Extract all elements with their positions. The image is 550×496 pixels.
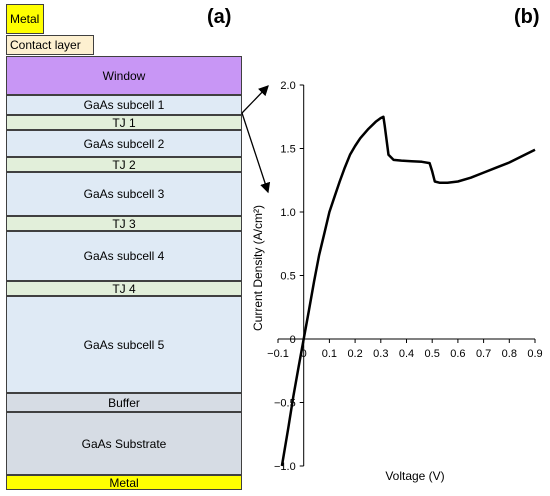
x-axis-label: Voltage (V) — [385, 469, 444, 483]
x-tick-label: 0.5 — [425, 348, 440, 360]
x-tick-label: −0.1 — [267, 348, 289, 360]
y-tick-label: 2.0 — [280, 80, 295, 92]
x-tick-label: 0.1 — [322, 348, 337, 360]
layer-sub4: GaAs subcell 4 — [6, 231, 242, 281]
arrow-down — [241, 112, 271, 194]
layer-tj3: TJ 3 — [6, 216, 242, 231]
layer-substrate: GaAs Substrate — [6, 412, 242, 475]
layer-window: Window — [6, 56, 242, 95]
y-tick-label: −1.0 — [274, 461, 296, 473]
x-tick-label: 0.9 — [527, 348, 542, 360]
x-tick-label: 0.7 — [476, 348, 491, 360]
x-tick-label: 0 — [301, 348, 307, 360]
chart-ticks: −0.1 0 0.1 0.2 0.3 0.4 0.5 0.6 0.7 0.8 0.9−1.0−0.5… — [267, 80, 543, 473]
layer-sub3: GaAs subcell 3 — [6, 172, 242, 216]
layer-contact: Contact layer — [6, 35, 94, 55]
chart-series — [280, 115, 536, 467]
x-tick-label: 0.8 — [502, 348, 517, 360]
panel-a-label: (a) — [207, 6, 232, 28]
chart-axes — [278, 85, 535, 466]
layer-tj4: TJ 4 — [6, 281, 242, 296]
y-tick-label: 1.0 — [280, 207, 295, 219]
x-tick-label: 0.4 — [399, 348, 414, 360]
y-tick-label: −0.5 — [274, 398, 296, 410]
x-tick-label: 0.3 — [373, 348, 388, 360]
y-tick-label: 0.5 — [280, 271, 295, 283]
callout-arrows — [241, 85, 271, 194]
layer-sub5: GaAs subcell 5 — [6, 296, 242, 393]
layer-tj2: TJ 2 — [6, 157, 242, 172]
iv-curve-line — [280, 115, 536, 467]
y-axis-label: Current Density (A/cm²) — [251, 205, 265, 331]
arrow-up — [241, 85, 269, 114]
layer-tj1: TJ 1 — [6, 115, 242, 130]
layer-sub1: GaAs subcell 1 — [6, 95, 242, 115]
layer-buffer: Buffer — [6, 393, 242, 412]
layer-metal-top: Metal — [6, 4, 44, 34]
x-tick-label: 0.2 — [347, 348, 362, 360]
layer-sub2: GaAs subcell 2 — [6, 130, 242, 157]
y-tick-label: 0 — [290, 334, 296, 346]
y-tick-label: 1.5 — [280, 144, 295, 156]
x-tick-label: 0.6 — [450, 348, 465, 360]
layer-metal-bottom: Metal — [6, 475, 242, 490]
panel-b-label: (b) — [514, 6, 540, 28]
